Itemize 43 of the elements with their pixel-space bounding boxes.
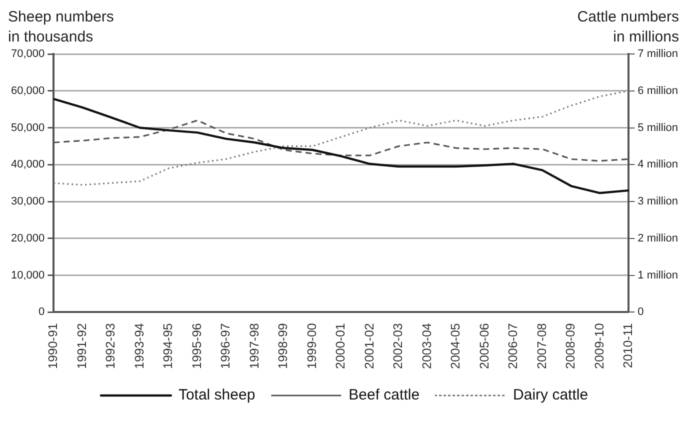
y2-tick-label: 4 million bbox=[638, 158, 678, 171]
x-tick-label: 1993-94 bbox=[132, 323, 146, 369]
legend-label: Dairy cattle bbox=[513, 386, 588, 404]
x-tick-label: 2000-01 bbox=[334, 323, 348, 369]
x-tick-label: 2004-05 bbox=[448, 323, 463, 369]
x-tick-label: 2009-10 bbox=[592, 323, 606, 369]
x-tick-label: 1990-91 bbox=[46, 323, 60, 369]
y-tick-label: 60,000 bbox=[10, 84, 45, 97]
y-tick-label: 40,000 bbox=[10, 158, 45, 171]
x-tick-label: 2001-02 bbox=[362, 323, 376, 369]
y2-tick-label: 0 bbox=[638, 306, 644, 318]
y-axis-title: Sheep numbers in thousands bbox=[8, 8, 114, 46]
y-tick-label: 20,000 bbox=[10, 232, 45, 244]
x-tick-label: 1992-93 bbox=[104, 323, 118, 369]
y-tick-label: 0 bbox=[38, 306, 45, 318]
y-tick-label: 50,000 bbox=[10, 122, 45, 134]
x-tick-label: 2006-07 bbox=[506, 323, 520, 369]
x-tick-label: 2007-08 bbox=[534, 323, 549, 369]
legend-label: Total sheep bbox=[178, 386, 256, 404]
x-tick-label: 2010-11 bbox=[621, 323, 636, 368]
x-tick-label: 1995-96 bbox=[190, 323, 204, 369]
x-tick-label: 1998-99 bbox=[276, 323, 290, 369]
line-series bbox=[52, 90, 630, 186]
y2-tick-label: 1 million bbox=[638, 269, 678, 282]
x-tick-label: 1996-97 bbox=[218, 323, 233, 369]
y-tick-label: 30,000 bbox=[10, 196, 45, 208]
y2-tick-label: 7 million bbox=[638, 48, 678, 60]
x-tick-label: 1999-00 bbox=[304, 323, 319, 369]
x-tick-label: 1991-92 bbox=[74, 323, 89, 369]
y2-tick-label: 2 million bbox=[638, 232, 678, 244]
y2-tick-label: 3 million bbox=[638, 196, 678, 208]
y2-axis-title: Cattle numbers in millions bbox=[577, 8, 679, 46]
x-tick-label: 1994-95 bbox=[161, 323, 176, 369]
y2-tick-label: 5 million bbox=[638, 122, 678, 134]
x-tick-label: 2008-09 bbox=[564, 323, 578, 369]
x-tick-label: 1997-98 bbox=[247, 323, 262, 369]
y2-tick-label: 6 million bbox=[638, 84, 678, 97]
y-tick-label: 10,000 bbox=[10, 269, 45, 282]
y-tick-label: 70,000 bbox=[10, 48, 45, 60]
x-tick-label: 2005-06 bbox=[477, 323, 492, 369]
x-tick-label: 2002-03 bbox=[391, 323, 406, 369]
x-tick-label: 2003-04 bbox=[420, 323, 434, 369]
legend-label: Beef cattle bbox=[348, 386, 420, 404]
